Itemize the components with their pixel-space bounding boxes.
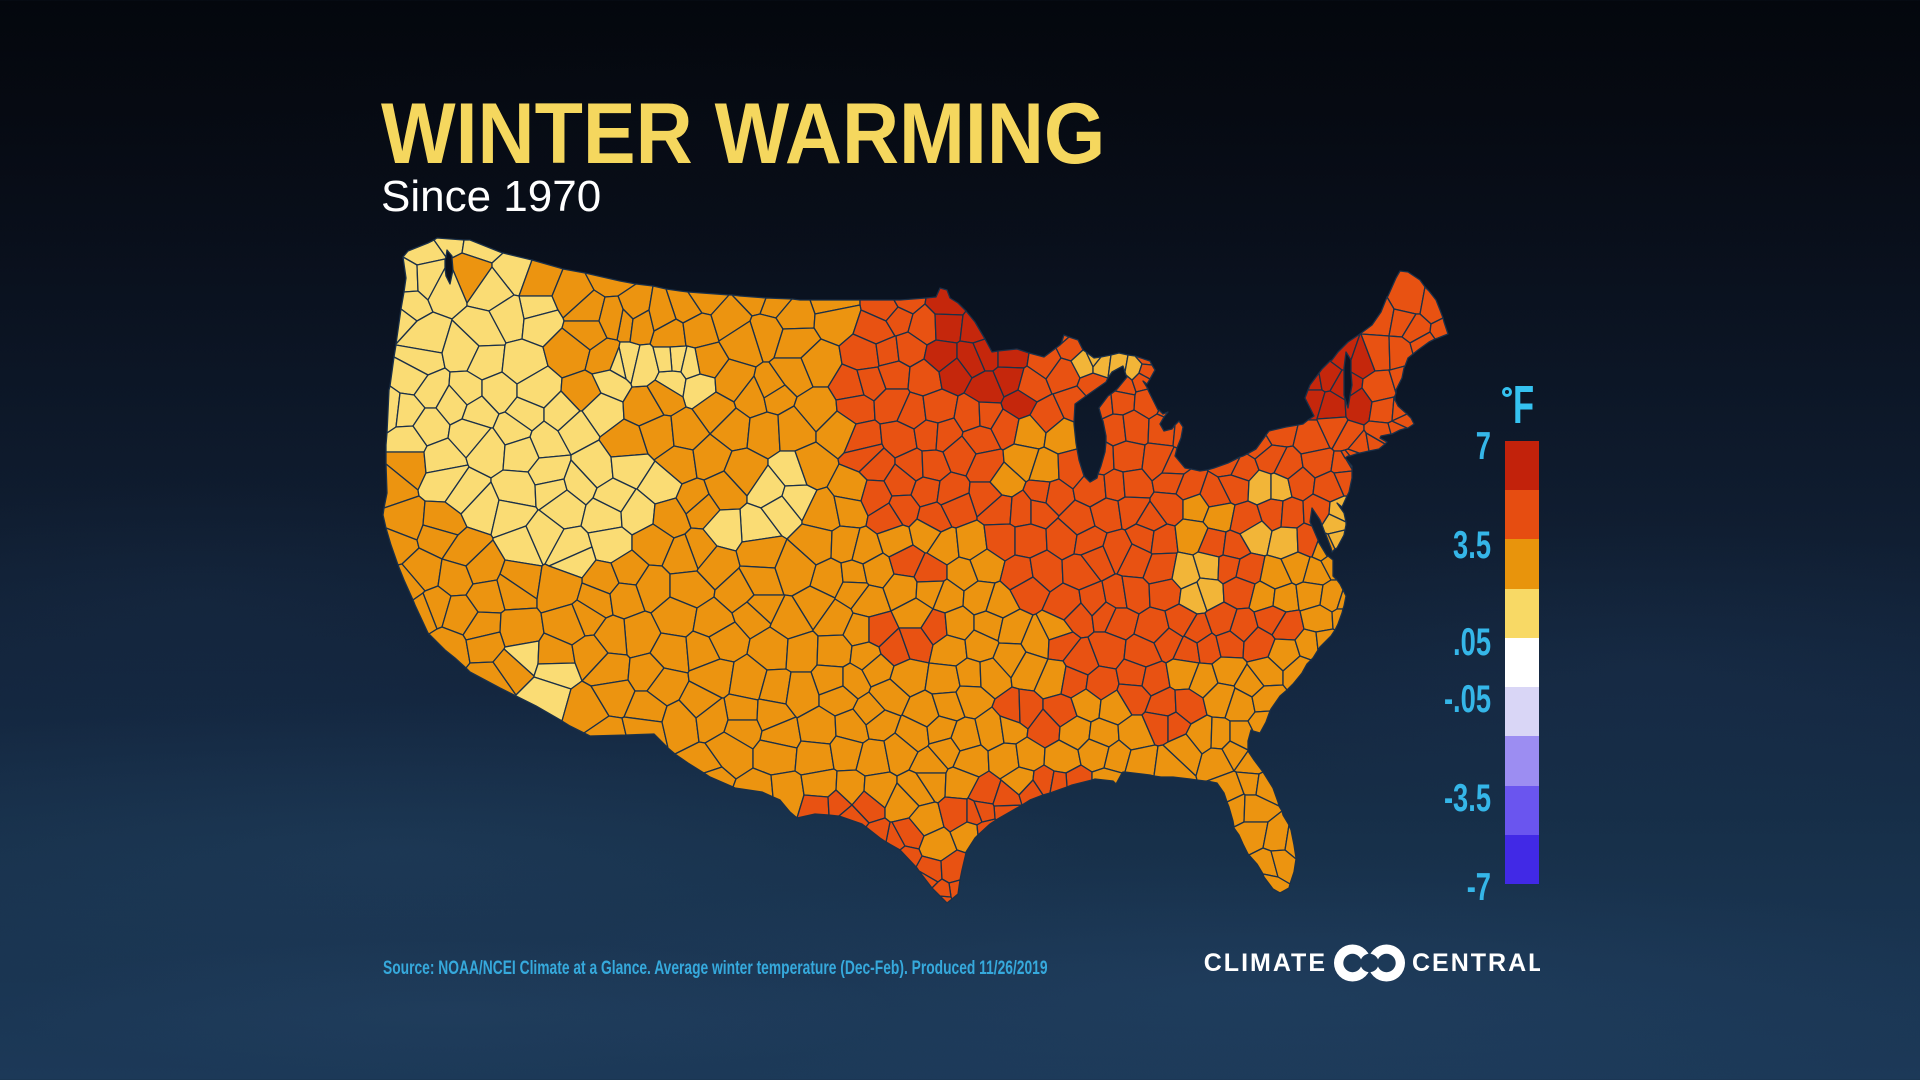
svg-text:CLIMATE: CLIMATE bbox=[1204, 949, 1327, 977]
svg-text:CENTRAL: CENTRAL bbox=[1412, 949, 1540, 977]
